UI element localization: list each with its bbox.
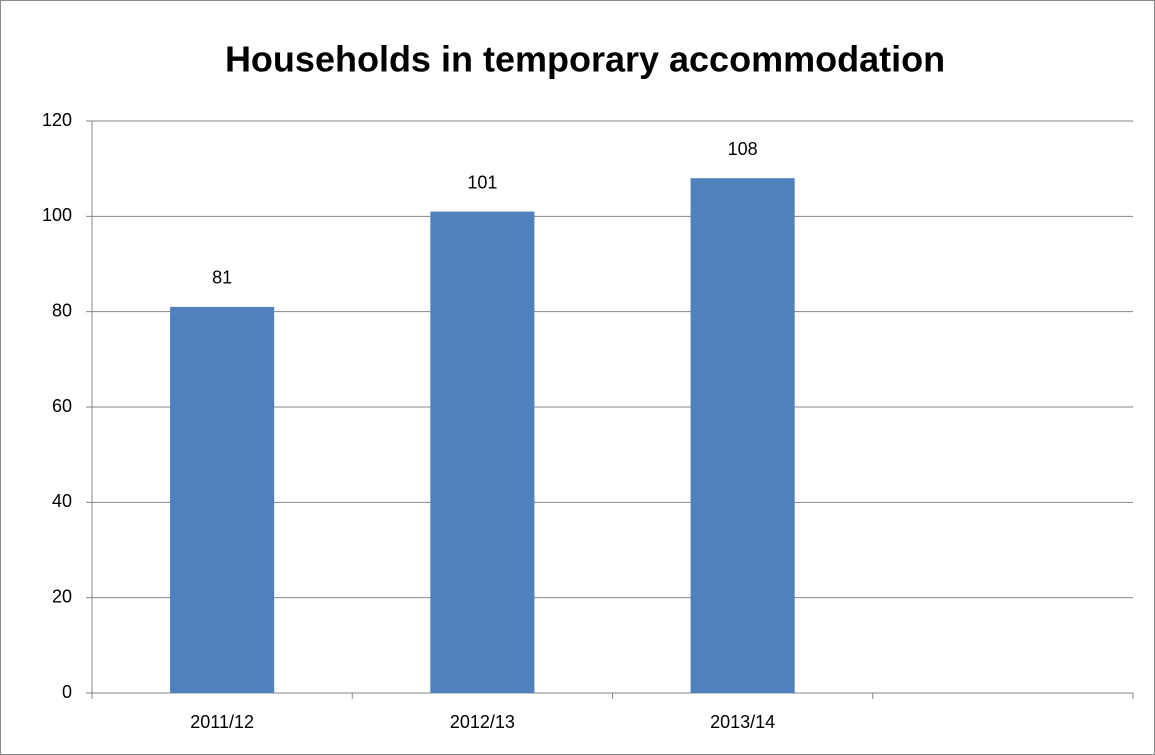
data-label: 81 — [212, 268, 232, 288]
y-tick-label: 100 — [42, 205, 72, 225]
y-tick-label: 80 — [52, 300, 72, 320]
x-tick-label: 2012/13 — [450, 712, 515, 732]
bar — [430, 211, 535, 694]
y-tick-label: 0 — [62, 682, 72, 702]
bar — [170, 306, 275, 693]
y-tick-label: 60 — [52, 396, 72, 416]
y-tick-label: 40 — [52, 491, 72, 511]
y-tick-label: 20 — [52, 586, 72, 606]
x-tick-label: 2013/14 — [710, 712, 775, 732]
data-label: 108 — [728, 139, 758, 159]
y-tick-label: 120 — [42, 110, 72, 130]
bar — [690, 178, 795, 693]
data-label: 101 — [467, 172, 497, 192]
chart-title: Households in temporary accommodation — [225, 39, 945, 80]
x-tick-label: 2011/12 — [190, 712, 254, 732]
